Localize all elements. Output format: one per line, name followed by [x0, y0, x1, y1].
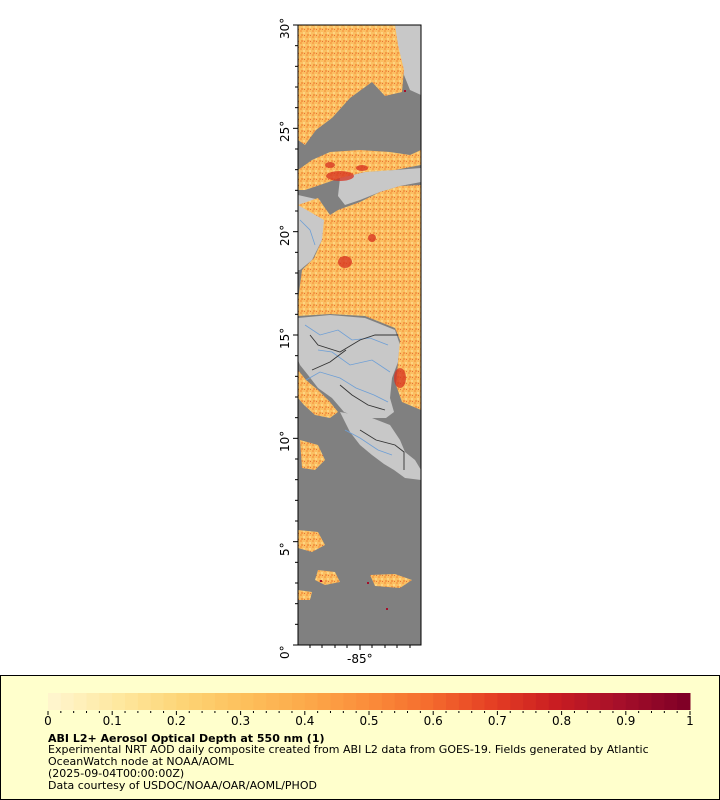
colorbar-segment [484, 693, 498, 710]
colorbar-segment [304, 693, 319, 710]
map-area[interactable] [298, 25, 421, 645]
y-axis-ticks [293, 24, 298, 646]
y-tick-label: 10° [278, 431, 292, 453]
colorbar-segment [317, 693, 331, 710]
colorbar-segment [137, 693, 152, 710]
colorbar-segment [266, 693, 280, 710]
colorbar-segment [279, 693, 293, 710]
colorbar-segment [548, 693, 563, 710]
colorbar-tick-label: 0.9 [616, 714, 636, 728]
colorbar-segment [48, 693, 62, 710]
colorbar-segment [574, 693, 588, 710]
colorbar-segment [253, 693, 267, 710]
colorbar-segment [112, 693, 126, 710]
y-tick-label: 15° [278, 327, 292, 349]
colorbar-segment [510, 693, 524, 710]
x-axis-ticks [309, 645, 411, 650]
colorbar-segment [356, 693, 370, 710]
colorbar-segment [369, 693, 383, 710]
legend-description: Experimental NRT AOD daily composite cre… [48, 743, 649, 768]
colorbar-segment [420, 693, 434, 710]
colorbar-segment [381, 693, 396, 710]
legend-credit: Data courtesy of USDOC/NOAA/OAR/AOML/PHO… [48, 779, 317, 792]
speck-pixels [320, 90, 406, 610]
colorbar-segment [458, 693, 473, 710]
colorbar-segment [638, 693, 652, 710]
colorbar-segment [446, 693, 460, 710]
colorbar-tick-label: 0.7 [487, 714, 507, 728]
aod-north [298, 25, 404, 145]
legend-title: ABI L2+ Aerosol Optical Depth at 550 nm … [48, 732, 325, 745]
colorbar-segment [535, 693, 550, 710]
colorbar-tick-label: 0.2 [166, 714, 186, 728]
colorbar-segment [561, 693, 575, 710]
colorbar-segment [60, 693, 75, 710]
colorbar-segment [86, 693, 100, 710]
aod-pacific-south [298, 370, 412, 600]
colorbar-segment [343, 693, 357, 710]
colorbar-segment [240, 693, 254, 710]
colorbar-tick-label: 0.4 [295, 714, 315, 728]
colorbar-tick-label: 0 [44, 714, 52, 728]
colorbar-segment [407, 693, 421, 710]
land-florida [395, 25, 421, 95]
colorbar-segment [214, 693, 229, 710]
y-tick-label: 20° [278, 224, 292, 246]
colorbar-segment [202, 693, 216, 710]
rivers [299, 219, 393, 456]
colorbar-segment [677, 693, 691, 710]
colorbar-segment [291, 693, 306, 710]
y-tick-label: 0° [278, 645, 292, 659]
colorbar-segment [163, 693, 177, 710]
y-tick-label: 30° [278, 17, 292, 39]
aod-central [298, 185, 421, 410]
land-central-america [298, 315, 421, 480]
colorbar-segment [330, 693, 344, 710]
aod-hotspots [325, 162, 406, 388]
colorbar-tick-label: 0.6 [423, 714, 443, 728]
legend-date: (2025-09-04T00:00:00Z) [48, 767, 185, 780]
map-figure [293, 24, 422, 650]
colorbar-segment [612, 693, 627, 710]
land-cuba [338, 168, 421, 205]
colorbar-segment [227, 693, 242, 710]
colorbar [47, 693, 691, 715]
borders [309, 334, 405, 470]
colorbar-segment [523, 693, 537, 710]
colorbar-segment [497, 693, 511, 710]
colorbar-segment [664, 693, 678, 710]
colorbar-segment [433, 693, 447, 710]
colorbar-segment [176, 693, 190, 710]
colorbar-segment [394, 693, 409, 710]
colorbar-tick-label: 0.3 [231, 714, 251, 728]
colorbar-segment [125, 693, 139, 710]
colorbar-tick-label: 0.1 [102, 714, 122, 728]
colorbar-tick-label: 0.5 [359, 714, 379, 728]
colorbar-segment [99, 693, 113, 710]
colorbar-segment [625, 693, 640, 710]
colorbar-segment [150, 693, 165, 710]
colorbar-segment [651, 693, 665, 710]
y-tick-label: 5° [278, 542, 292, 556]
colorbar-segment [73, 693, 88, 710]
y-tick-label: 25° [278, 121, 292, 143]
colorbar-segment [471, 693, 486, 710]
colorbar-segment [189, 693, 203, 710]
colorbar-segment [587, 693, 601, 710]
colorbar-tick-label: 0.8 [552, 714, 572, 728]
colorbar-segment [600, 693, 614, 710]
legend-panel: 0 0.1 0.2 0.3 0.4 0.5 0.6 0.7 0.8 0.9 1 ABI L2+ Ae… [0, 675, 720, 800]
x-tick-label: -85° [347, 652, 373, 666]
colorbar-tick-label: 1 [686, 714, 694, 728]
